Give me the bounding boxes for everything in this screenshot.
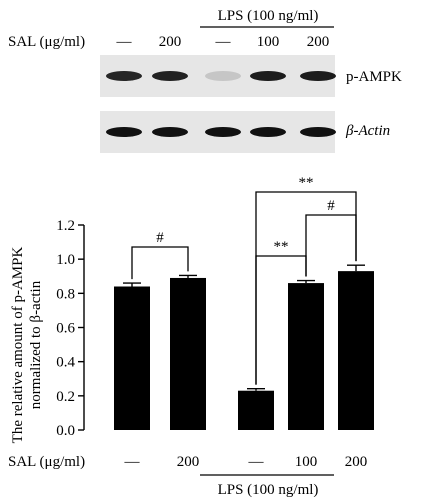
significance-label: ** [274, 239, 289, 255]
blot-band [250, 127, 286, 137]
blot-band [106, 71, 142, 81]
y-tick-label: 0.0 [56, 423, 75, 439]
y-tick-label: 1.2 [56, 218, 75, 234]
y-axis: 0.0 0.2 0.4 0.6 0.8 1.0 1.2 [56, 218, 85, 439]
x-tick-label-2: 200 [177, 454, 200, 470]
y-tick-label: 0.2 [56, 389, 75, 405]
blot-strip-pampk [100, 55, 336, 97]
y-axis-label-line2: normalized to β-actin [28, 280, 44, 409]
x-tick-label-1: — [124, 454, 141, 470]
blot-strips [100, 55, 336, 153]
y-tick-label: 0.8 [56, 286, 75, 302]
blot-band [205, 71, 241, 81]
bars [114, 264, 374, 430]
x-sal-label: SAL (μg/ml) [8, 454, 85, 470]
blot-strip-actin [100, 111, 336, 153]
blot-lane-dose-4: 100 [257, 34, 280, 50]
x-tick-label-5: 200 [345, 454, 368, 470]
bar-4 [288, 283, 324, 430]
blot-lane-dose-5: 200 [307, 34, 330, 50]
blot-lane-dose-1: — [116, 34, 133, 50]
blot-band [205, 127, 241, 137]
significance-brackets: # ** # ** [131, 175, 357, 385]
bracket-line [255, 191, 357, 385]
blot-band [300, 127, 336, 137]
significance-label: ** [299, 175, 314, 191]
band-label-pampk: p-AMPK [346, 69, 402, 85]
y-tick-label: 0.6 [56, 321, 75, 337]
x-lps-label: LPS (100 ng/ml) [218, 482, 319, 498]
bracket-line [305, 214, 357, 277]
x-axis-labels: — 200 — 100 200 [124, 454, 368, 470]
significance-bracket-4: ** [255, 175, 357, 385]
significance-label: # [156, 230, 164, 246]
bar-3 [238, 390, 274, 430]
blot-band [152, 71, 188, 81]
significance-bracket-1: # [131, 230, 189, 280]
bar-chart: The relative amount of p-AMPK normalized… [8, 175, 374, 498]
blot-band [300, 71, 336, 81]
y-axis-label-line1: The relative amount of p-AMPK [10, 247, 26, 444]
bracket-line [131, 246, 189, 280]
y-tick-label: 0.4 [56, 355, 75, 371]
y-tick-label: 1.0 [56, 252, 75, 268]
blot-band [106, 127, 142, 137]
bar-5 [338, 271, 374, 430]
blot-sal-label: SAL (μg/ml) [8, 34, 85, 50]
band-label-actin: β-Actin [345, 123, 390, 139]
blot-lane-dose-2: 200 [159, 34, 182, 50]
x-tick-label-4: 100 [295, 454, 318, 470]
significance-label: # [327, 198, 335, 214]
blot-band [250, 71, 286, 81]
x-tick-label-3: — [248, 454, 265, 470]
bar-1 [114, 286, 150, 430]
blot-lane-dose-3: — [215, 34, 232, 50]
blot-lps-label: LPS (100 ng/ml) [218, 8, 319, 24]
blot-header: SAL (μg/ml) LPS (100 ng/ml) — 200 — 100 … [8, 8, 334, 50]
blot-band [152, 127, 188, 137]
bar-2 [170, 277, 206, 430]
